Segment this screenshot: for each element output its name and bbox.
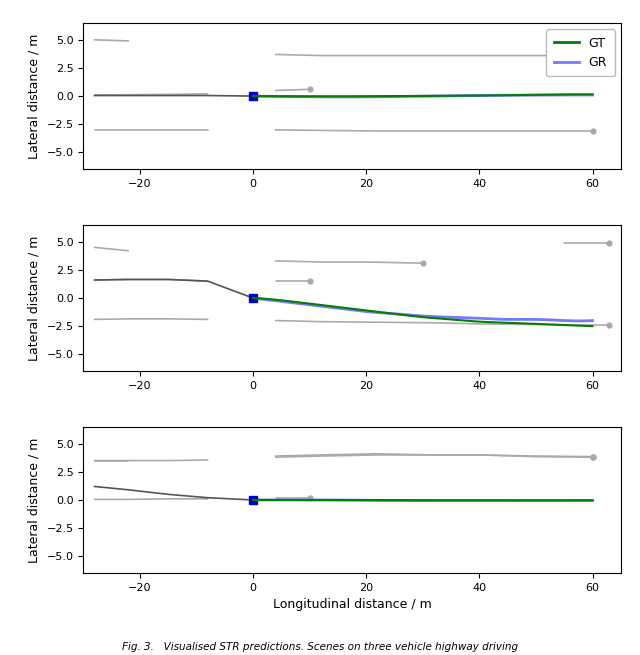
X-axis label: Longitudinal distance / m: Longitudinal distance / m [273, 599, 431, 611]
Legend: GT, GR: GT, GR [546, 29, 614, 77]
Y-axis label: Lateral distance / m: Lateral distance / m [28, 33, 41, 159]
Text: Fig. 3.   Visualised STR predictions. Scenes on three vehicle highway driving: Fig. 3. Visualised STR predictions. Scen… [122, 642, 518, 652]
Y-axis label: Lateral distance / m: Lateral distance / m [28, 235, 41, 361]
Y-axis label: Lateral distance / m: Lateral distance / m [28, 438, 41, 563]
